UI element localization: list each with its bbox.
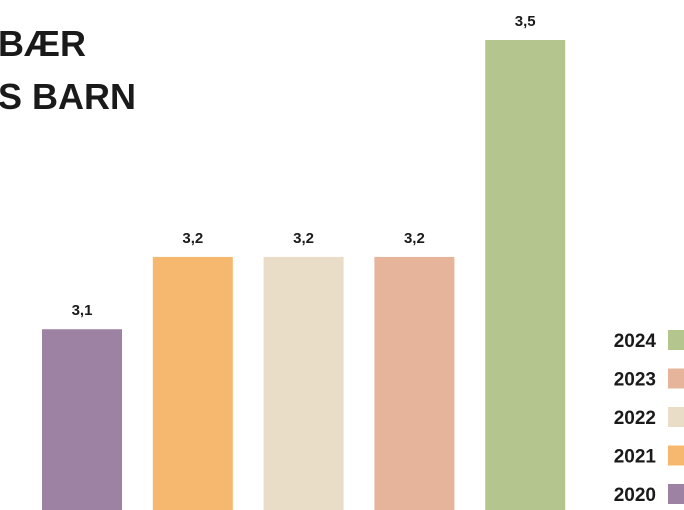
value-label: 3,2 xyxy=(404,230,425,247)
value-label: 3,5 xyxy=(515,13,536,30)
legend-swatch xyxy=(668,368,684,389)
value-label: 3,2 xyxy=(293,230,314,247)
bar xyxy=(263,256,344,510)
legend-swatch xyxy=(668,407,684,427)
bar xyxy=(42,329,122,510)
legend-label: 2023 xyxy=(614,370,656,391)
legend-label: 2022 xyxy=(614,408,656,429)
legend-label: 2021 xyxy=(614,447,657,468)
bar xyxy=(374,256,455,510)
legend-label: 2024 xyxy=(614,331,657,352)
bar xyxy=(152,256,233,510)
chart-title-line: S BARN xyxy=(0,76,136,117)
legend-swatch xyxy=(668,330,684,350)
legend-label: 2020 xyxy=(614,485,656,506)
bar xyxy=(485,40,566,510)
chart-title-line: BÆR xyxy=(0,23,86,64)
value-label: 3,2 xyxy=(182,230,203,247)
legend-swatch xyxy=(668,484,684,504)
value-label: 3,1 xyxy=(72,302,93,319)
legend-swatch xyxy=(668,445,684,466)
